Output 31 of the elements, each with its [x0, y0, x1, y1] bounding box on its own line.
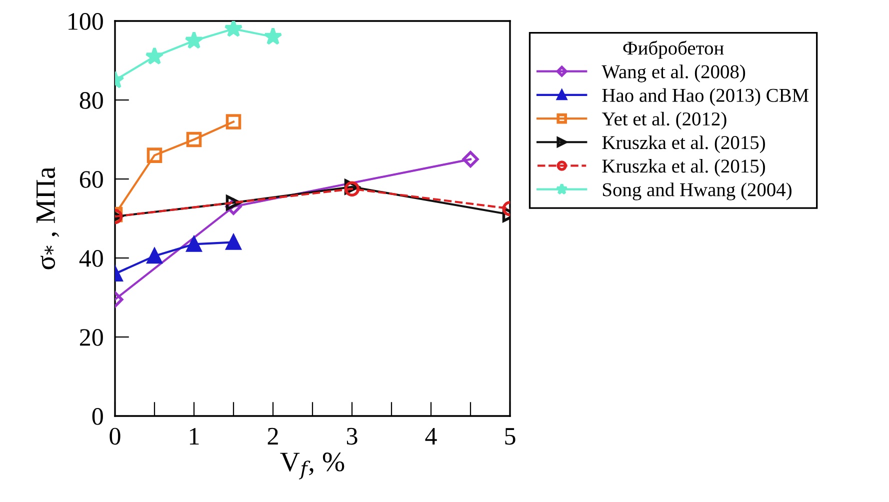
point — [186, 236, 202, 252]
legend-label: Yet et al. (2012) — [602, 112, 726, 130]
y-tick-label: 40 — [79, 250, 103, 267]
legend-label: Song and Hwang (2004) — [602, 182, 792, 200]
y-tick-label: 20 — [80, 329, 103, 346]
point — [186, 132, 202, 148]
x-tick-label: 0 — [110, 428, 120, 445]
y-tick-label: 100 — [68, 13, 103, 30]
x-tick-label: 5 — [505, 428, 516, 445]
point — [264, 27, 282, 45]
legend-label: Wang et al. (2008) — [602, 64, 746, 82]
legend-label: Kruszka et al. (2015) — [602, 135, 765, 154]
y-axis-title: σ$_{*}$ , МПа — [36, 167, 60, 270]
x-tick-label: 4 — [425, 428, 437, 444]
x-tick-label: 1 — [190, 428, 199, 444]
y-tick-label: 0 — [92, 408, 103, 425]
point — [226, 234, 242, 250]
legend-label: Hao and Hao (2013) CBM — [602, 88, 808, 106]
point — [146, 148, 162, 163]
legend-title: Фибробетон — [623, 40, 724, 59]
point — [184, 31, 204, 49]
legend-label: Kruszka et al. (2015) — [602, 159, 765, 177]
point — [226, 114, 242, 130]
y-tick-label: 80 — [80, 92, 103, 109]
point — [146, 248, 162, 264]
point — [145, 46, 164, 65]
x-axis-title: V$_{f}$, % — [280, 452, 344, 480]
point — [224, 21, 243, 38]
y-tick-label: 60 — [80, 171, 103, 188]
x-tick-label: 2 — [268, 428, 278, 444]
x-tick-label: 3 — [346, 428, 358, 445]
